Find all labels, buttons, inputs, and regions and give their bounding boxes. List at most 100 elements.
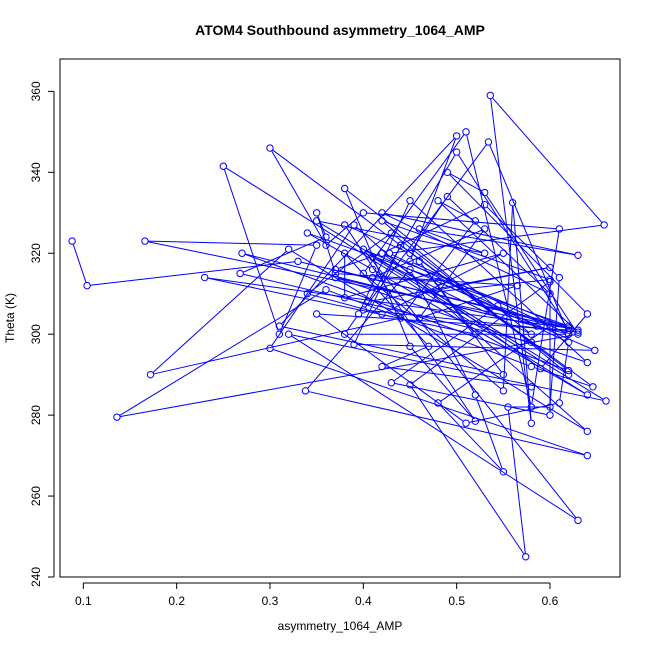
y-axis-label: Theta (K) [3, 293, 17, 343]
data-point [527, 419, 536, 427]
data-point [583, 427, 592, 436]
data-point [527, 330, 536, 338]
data-point [499, 468, 508, 476]
data-point [555, 399, 564, 407]
data-point [368, 273, 377, 282]
data-point [564, 330, 573, 338]
x-axis-label: asymmetry_1064_AMP [278, 619, 403, 633]
data-point [68, 237, 76, 245]
data-point [275, 322, 284, 330]
series-segment [422, 228, 575, 256]
data-point [486, 91, 494, 100]
y-tick-label: 300 [29, 324, 43, 344]
data-point [340, 221, 349, 229]
series-segment [393, 234, 530, 341]
data-point [527, 338, 536, 346]
series-segment [369, 154, 456, 300]
data-point [340, 330, 349, 338]
series-segment [364, 134, 465, 272]
data-point [354, 310, 363, 318]
data-point [574, 328, 582, 336]
series-segment [207, 277, 473, 335]
y-tick-label: 340 [29, 162, 43, 182]
series-segment [345, 191, 410, 344]
data-point [415, 257, 424, 266]
data-point [368, 265, 377, 274]
series-segment [354, 247, 400, 342]
data-point [546, 290, 554, 298]
series-segment [449, 173, 483, 192]
series-segment [542, 316, 586, 367]
series-segment [384, 221, 548, 279]
series-segment [394, 382, 547, 415]
data-point [312, 241, 321, 249]
x-tick-label: 0.4 [355, 594, 372, 608]
data-point [387, 379, 396, 387]
data-point [527, 383, 536, 391]
data-point [600, 221, 608, 229]
series-segment [364, 144, 487, 308]
series-segment [475, 397, 503, 469]
data-point [219, 162, 228, 170]
series-layer [68, 91, 610, 561]
x-tick-label: 0.1 [75, 594, 92, 608]
series-segment [328, 290, 529, 366]
series-segment [282, 326, 501, 375]
series-segment [492, 97, 603, 223]
data-point [574, 516, 582, 525]
data-point [385, 249, 394, 257]
data-point [555, 273, 564, 282]
y-tick-label: 280 [29, 405, 43, 425]
data-point [555, 225, 564, 233]
series-segment [531, 232, 560, 404]
data-point [312, 217, 321, 225]
data-point [331, 273, 340, 282]
series-segment [420, 231, 484, 316]
series-segment [507, 410, 526, 554]
data-point [322, 241, 330, 249]
series-segment [272, 348, 585, 456]
data-point [546, 277, 554, 286]
data-point [415, 225, 424, 233]
series-segment [90, 261, 295, 286]
series-segment [371, 267, 547, 302]
series-segment [346, 227, 474, 419]
plot-frame [59, 58, 621, 578]
series-segment [72, 243, 87, 283]
data-point [494, 302, 502, 310]
series-segment [559, 345, 569, 400]
data-point [527, 403, 536, 411]
series-segment [385, 366, 529, 387]
data-point [350, 340, 358, 349]
data-point [564, 370, 573, 379]
data-point [378, 249, 386, 257]
series-segment [422, 286, 515, 318]
data-point [480, 200, 489, 209]
data-point [396, 314, 405, 322]
data-point [146, 370, 155, 379]
data-point [340, 184, 349, 193]
data-point [546, 275, 554, 284]
data-point [141, 237, 149, 245]
y-tick-label: 360 [29, 81, 43, 101]
data-point [331, 269, 340, 278]
series-segment [271, 227, 353, 346]
data-point [471, 391, 480, 399]
series-segment [346, 255, 427, 345]
x-tick-label: 0.5 [448, 594, 465, 608]
data-point [589, 383, 597, 391]
data-point [350, 221, 358, 229]
data-point [322, 285, 330, 294]
data-point [583, 358, 592, 367]
data-point [284, 330, 293, 338]
data-point [340, 249, 349, 257]
series-segment [291, 250, 585, 431]
data-point [452, 132, 461, 140]
data-point [546, 411, 554, 419]
data-point [484, 138, 493, 146]
series-segment [147, 241, 575, 330]
y-axis: 240 260 280 300 320 340 360 [29, 81, 55, 587]
series-segment [486, 194, 577, 332]
series-segment [411, 198, 446, 251]
data-point [536, 364, 545, 373]
